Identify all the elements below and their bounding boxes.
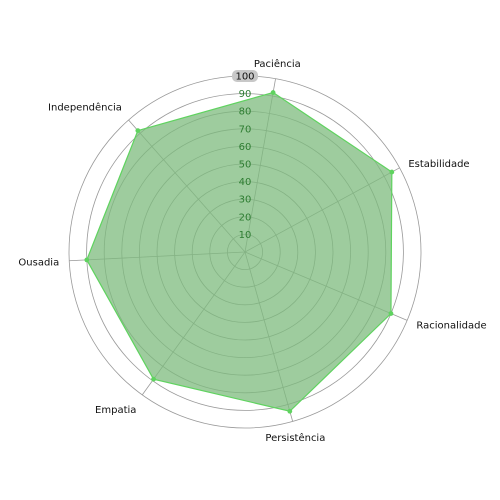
tick-label: 100 [235,72,254,83]
category-label: Ousadia [18,257,59,268]
grid-circle [86,93,404,411]
ticks-layer: 10 20 30 40 50 60 70 80 90 100 [232,70,258,241]
tick-label: 40 [239,177,252,188]
category-label: Racionalidade [416,320,486,331]
tick-label: 20 [239,212,252,223]
data-point [135,128,141,134]
data-point [388,311,394,316]
series-area [86,91,393,412]
labels-layer: Paciência Estabilidade Racionalidade Persis… [18,58,486,444]
tick-label: 70 [239,124,252,135]
category-label: Independência [48,102,122,114]
tick-label: 60 [239,142,252,153]
category-label: Persistência [265,432,325,444]
data-point [84,257,90,263]
tick-label: 90 [239,89,252,100]
category-label: Paciência [254,58,301,70]
data-point [151,376,156,382]
tick-label-bg [232,70,258,82]
data-point [270,90,276,95]
category-label: Estabilidade [408,159,469,170]
tick-label: 10 [239,230,252,241]
series-layer [84,90,395,414]
category-label: Empatia [95,405,136,416]
data-point [389,169,395,175]
tick-label: 50 [239,160,252,171]
tick-label: 30 [239,195,252,206]
tick-label: 80 [239,107,252,118]
data-point [287,408,293,414]
